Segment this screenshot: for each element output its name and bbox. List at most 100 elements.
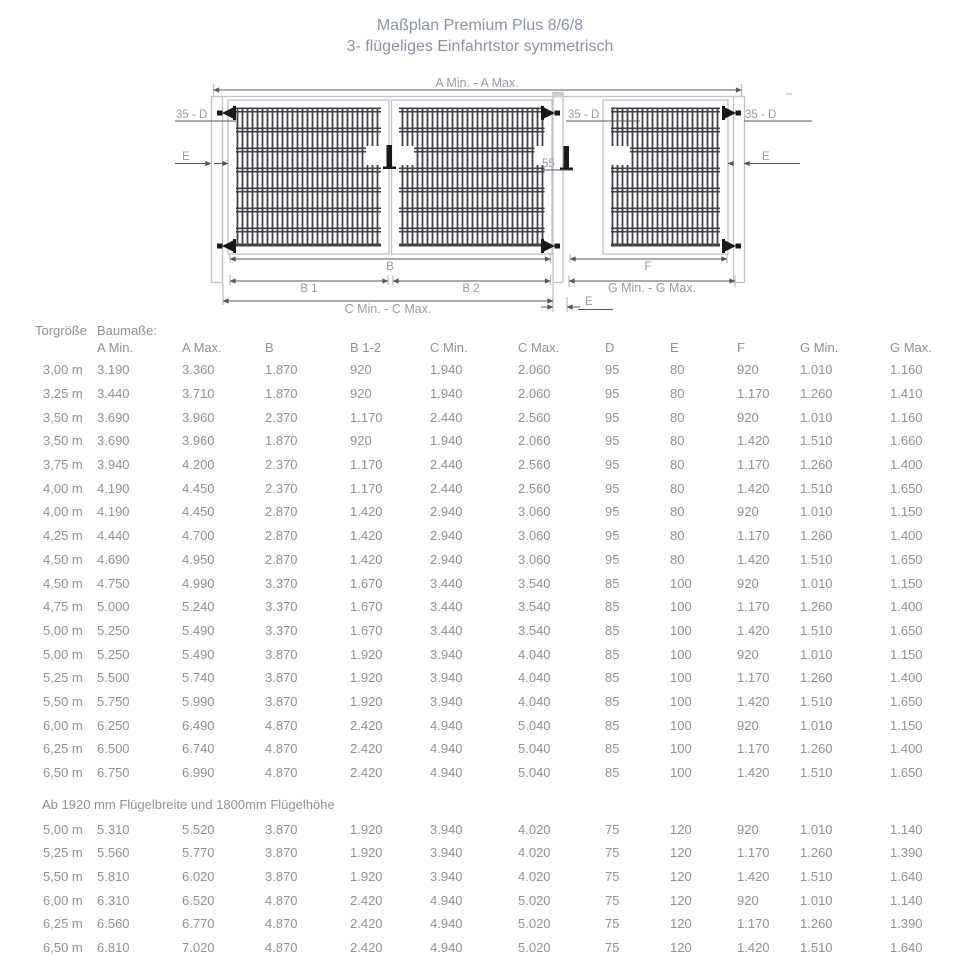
table-header-groups: Torgröße Baumaße: xyxy=(35,322,960,339)
table-cell: 5.740 xyxy=(182,670,215,686)
col-group-baumasse: Baumaße: xyxy=(97,323,157,338)
table-cell: 1.660 xyxy=(890,433,923,449)
table-cell: 1.510 xyxy=(800,622,833,638)
table-cell: 5.310 xyxy=(97,821,130,837)
table-cell: 3.960 xyxy=(182,433,215,449)
table-cell: 2.060 xyxy=(518,433,551,449)
table-cell: 5,50 m xyxy=(43,693,83,709)
table-cell: 920 xyxy=(350,386,372,402)
table-cell: 4.040 xyxy=(518,646,551,662)
table-cell: 80 xyxy=(670,551,685,567)
table-cell: 1.410 xyxy=(890,386,923,402)
dim-label-d-left: 35 - D xyxy=(176,109,207,121)
table-cell: 6,25 m xyxy=(43,741,83,757)
table-cell: 3.690 xyxy=(97,409,130,425)
table-cell: 80 xyxy=(670,504,685,520)
table-cell: 95 xyxy=(605,457,620,473)
table-cell: 1.150 xyxy=(890,646,923,662)
post-middle-cap xyxy=(553,93,563,98)
size-table: Torgröße Baumaße: A Min. A Max. B B 1-2 C Mi… xyxy=(35,322,960,960)
table-cell: 3.370 xyxy=(265,575,298,591)
table-cell: 1.260 xyxy=(800,386,833,402)
table-cell: 100 xyxy=(670,693,692,709)
table-cell: 4.020 xyxy=(518,845,551,861)
table-cell: 4.870 xyxy=(265,892,298,908)
table-cell: 1.010 xyxy=(800,821,833,837)
table-cell: 4.200 xyxy=(182,457,215,473)
column-header: B xyxy=(265,340,274,355)
table-cell: 5.770 xyxy=(182,845,215,861)
table-cell: 3,50 m xyxy=(43,433,83,449)
table-cell: 7.020 xyxy=(182,940,215,956)
table-cell: 3.190 xyxy=(97,362,130,378)
table-row: 4,00 m 4.190 4.450 2.870 1.420 2.940 3.060 95 80… xyxy=(35,500,960,524)
gate-leaf-2 xyxy=(390,99,553,255)
table-cell: 6,50 m xyxy=(43,765,83,781)
table-cell: 1.160 xyxy=(890,362,923,378)
table-cell: 1.420 xyxy=(737,551,770,567)
table-cell: 120 xyxy=(670,869,692,885)
table-cell: 4.870 xyxy=(265,916,298,932)
table-cell: 4.190 xyxy=(97,504,130,520)
table-row: 3,75 m 3.940 4.200 2.370 1.170 2.440 2.560 95 80… xyxy=(35,453,960,477)
table-cell: 2.420 xyxy=(350,717,383,733)
dim-label-a: A Min. - A Max. xyxy=(435,76,518,90)
table-cell: 5,25 m xyxy=(43,845,83,861)
dim-label-b: B xyxy=(386,259,394,273)
table-cell: 4.040 xyxy=(518,670,551,686)
table-cell: 3.690 xyxy=(97,433,130,449)
table-cell: 920 xyxy=(737,646,759,662)
table-cell: 3.870 xyxy=(265,693,298,709)
table-cell: 5,00 m xyxy=(43,821,83,837)
table-row: 5,50 m 5.750 5.990 3.870 1.920 3.940 4.040 85 10… xyxy=(35,690,960,714)
table-cell: 1.170 xyxy=(737,916,770,932)
table-cell: 1.010 xyxy=(800,892,833,908)
table-cell: 1.170 xyxy=(350,457,383,473)
table-cell: 4.040 xyxy=(518,693,551,709)
hinge-icon xyxy=(722,106,741,120)
table-cell: 2.560 xyxy=(518,457,551,473)
dim-label-e-right: E xyxy=(762,151,770,163)
dim-label-55: 55 xyxy=(542,158,555,170)
table-cell: 85 xyxy=(605,575,620,591)
table-cell: 85 xyxy=(605,622,620,638)
table-cell: 1.940 xyxy=(430,386,463,402)
table-cell: 6,25 m xyxy=(43,916,83,932)
table-cell: 4.990 xyxy=(182,575,215,591)
table-cell: 2.870 xyxy=(265,504,298,520)
table-cell: 3.710 xyxy=(182,386,215,402)
title-line1: Maßplan Premium Plus 8/6/8 xyxy=(376,17,584,34)
table-cell: 100 xyxy=(670,646,692,662)
table-cell: 1.170 xyxy=(737,599,770,615)
table-cell: 5.750 xyxy=(97,693,130,709)
table-cell: 80 xyxy=(670,480,685,496)
table-cell: 1.260 xyxy=(800,845,833,861)
table-cell: 3.940 xyxy=(97,457,130,473)
table-cell: 4,00 m xyxy=(43,504,83,520)
table-cell: 1.870 xyxy=(265,433,298,449)
table-cell: 85 xyxy=(605,765,620,781)
table-cell: 4.700 xyxy=(182,528,215,544)
table-cell: 1.510 xyxy=(800,869,833,885)
table-cell: 1.150 xyxy=(890,575,923,591)
table-cell: 1.390 xyxy=(890,916,923,932)
table-cell: 1.170 xyxy=(737,845,770,861)
table-cell: 1.150 xyxy=(890,717,923,733)
table-cell: 2.370 xyxy=(265,457,298,473)
table-cell: 4.950 xyxy=(182,551,215,567)
table-cell: 1.170 xyxy=(737,457,770,473)
table-cell: 6.810 xyxy=(97,940,130,956)
hinge-icon xyxy=(217,239,236,253)
table-cell: 75 xyxy=(605,821,620,837)
table-cell: 75 xyxy=(605,869,620,885)
hinge-icon xyxy=(217,106,236,120)
col-header-torgroesse: Torgröße xyxy=(35,323,88,338)
table-cell: 1.510 xyxy=(800,480,833,496)
column-header: B 1-2 xyxy=(350,340,382,355)
dim-label-d-mid: 35 - D xyxy=(568,109,599,121)
table-row: 3,00 m 3.190 3.360 1.870 920 1.940 2.060 95 80 92… xyxy=(35,358,960,382)
table-cell: 3.540 xyxy=(518,622,551,638)
table-cell: 1.390 xyxy=(890,845,923,861)
table-cell: 1.640 xyxy=(890,869,923,885)
table-cell: 4.690 xyxy=(97,551,130,567)
